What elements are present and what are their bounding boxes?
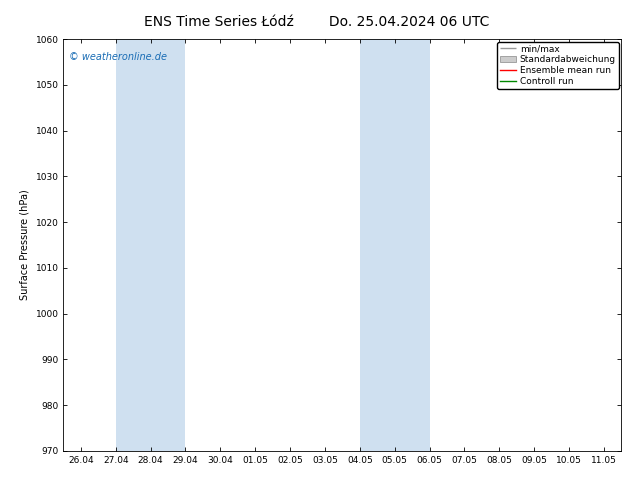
Text: ENS Time Series Łódź        Do. 25.04.2024 06 UTC: ENS Time Series Łódź Do. 25.04.2024 06 U… (145, 15, 489, 29)
Legend: min/max, Standardabweichung, Ensemble mean run, Controll run: min/max, Standardabweichung, Ensemble me… (497, 42, 619, 89)
Bar (116, 39, 185, 451)
Bar (359, 39, 429, 451)
Text: © weatheronline.de: © weatheronline.de (69, 51, 167, 62)
Y-axis label: Surface Pressure (hPa): Surface Pressure (hPa) (20, 190, 30, 300)
